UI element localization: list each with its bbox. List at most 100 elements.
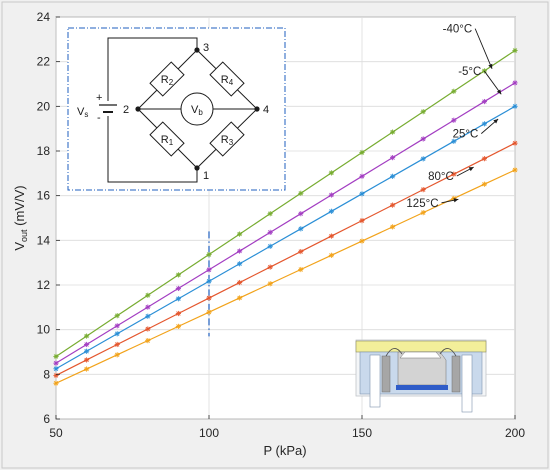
node-2-dot <box>135 106 141 112</box>
battery-minus: - <box>97 112 101 124</box>
y-tick-label: 24 <box>37 10 51 24</box>
voltmeter-label-main: V <box>191 104 199 116</box>
sensor-cap <box>355 340 487 353</box>
data-point <box>451 88 457 94</box>
data-point <box>359 238 365 244</box>
data-point <box>237 248 243 254</box>
sensor-cross-section <box>355 339 487 413</box>
data-point <box>237 261 243 267</box>
node-4-label: 4 <box>263 104 269 116</box>
series-line <box>55 50 516 357</box>
series-layer <box>53 47 518 386</box>
series-label-arrowhead <box>488 63 493 69</box>
series-1 <box>53 80 518 366</box>
series-0 <box>53 47 518 360</box>
data-point <box>267 264 273 270</box>
data-point <box>390 202 396 208</box>
data-point <box>512 140 518 146</box>
voltmeter-label-sub: b <box>198 108 203 117</box>
data-point <box>390 129 396 135</box>
series-label-arrowhead <box>468 167 474 172</box>
resistor-r1: R1 <box>149 121 185 157</box>
data-point <box>145 304 151 310</box>
series-label-arrow <box>474 28 493 69</box>
voltmeter-symbol <box>180 92 214 126</box>
data-point <box>237 231 243 237</box>
x-tick-label: 50 <box>49 426 63 440</box>
data-point <box>390 155 396 161</box>
data-point <box>328 233 334 239</box>
data-point <box>328 192 334 198</box>
source-label: Vs <box>77 106 88 119</box>
data-point <box>481 68 487 74</box>
series-label: -5°C <box>458 66 481 78</box>
data-point <box>175 310 181 317</box>
bond-wire-right <box>439 348 457 357</box>
y-tick-label: 10 <box>37 323 51 337</box>
y-tick-label: 18 <box>37 144 51 158</box>
series-line <box>55 142 516 376</box>
resistor-r3: R3 <box>209 121 245 157</box>
data-point <box>420 187 426 193</box>
series-label: 25°C <box>453 129 479 141</box>
y-tick-label: 14 <box>37 233 51 247</box>
data-point <box>175 272 181 278</box>
battery-plus: + <box>96 92 102 104</box>
data-point <box>267 281 273 287</box>
data-point <box>359 218 365 224</box>
data-point <box>175 285 181 292</box>
data-point <box>420 109 426 115</box>
series-line <box>55 105 516 370</box>
data-point <box>145 313 151 319</box>
data-point <box>267 229 273 235</box>
y-tick-label: 12 <box>37 278 51 292</box>
data-point <box>481 181 487 187</box>
sensor-post-right <box>451 355 461 393</box>
source-label-sub: s <box>84 110 88 119</box>
data-point <box>298 248 304 255</box>
x-tick-label: 150 <box>352 426 372 440</box>
voltmeter-label: Vb <box>191 104 203 117</box>
data-point <box>206 309 212 315</box>
node-1-label: 1 <box>203 170 209 182</box>
data-point <box>451 117 457 123</box>
series-line <box>55 82 516 364</box>
data-point <box>390 173 396 179</box>
bond-wire-left <box>385 348 403 357</box>
y-axis-title-main: V <box>12 242 27 251</box>
series-label-arrowhead <box>496 89 502 95</box>
data-point <box>114 323 120 329</box>
series-label-arrowhead <box>453 198 459 203</box>
data-point <box>145 338 151 344</box>
data-point <box>298 266 304 273</box>
series-4 <box>53 167 518 386</box>
node-1-dot <box>194 165 200 171</box>
data-point <box>145 292 151 298</box>
data-point <box>237 279 243 286</box>
resistor-r4: R4 <box>209 61 245 97</box>
data-point <box>175 296 181 302</box>
data-point <box>84 357 90 363</box>
wire-bottom <box>107 116 198 183</box>
resistor-r4-label: R4 <box>221 74 234 87</box>
x-tick-label: 100 <box>199 426 219 440</box>
data-point <box>328 208 334 214</box>
resistor-r2: R2 <box>149 61 185 97</box>
y-axis-title: Vout (mV/V) <box>12 185 29 250</box>
data-point <box>451 138 457 144</box>
data-point <box>114 352 120 358</box>
data-point <box>298 226 304 232</box>
y-axis-title-unit: (mV/V) <box>12 185 27 229</box>
data-point <box>84 333 90 339</box>
y-axis-title-sub: out <box>19 229 29 242</box>
series-label-arrow <box>483 70 502 95</box>
data-point <box>267 211 273 217</box>
data-point <box>53 380 59 386</box>
data-point <box>53 372 59 379</box>
data-point <box>206 251 212 258</box>
data-point <box>359 173 365 179</box>
data-point <box>481 98 487 105</box>
